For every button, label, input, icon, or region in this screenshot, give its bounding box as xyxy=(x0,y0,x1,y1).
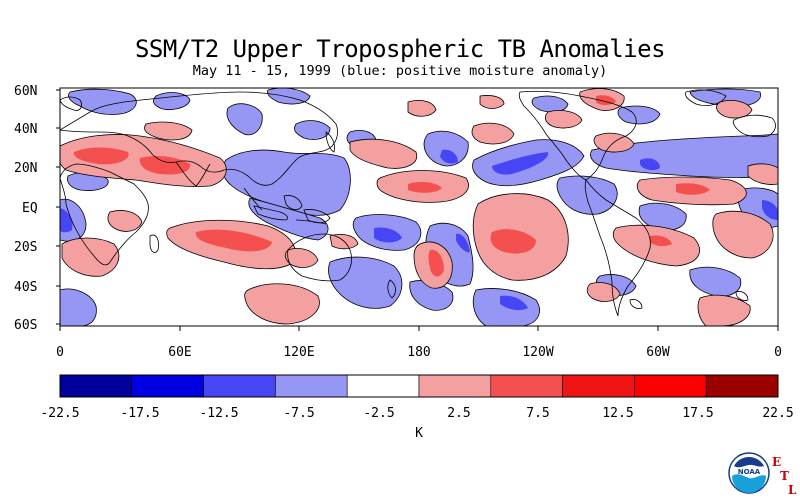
lat-label-20s: 20S xyxy=(14,240,37,255)
lon-label-60e: 60E xyxy=(168,345,191,360)
lat-label-eq: EQ xyxy=(22,201,38,216)
colorbar-boxes xyxy=(59,374,779,398)
colorbar-tick-label: 17.5 xyxy=(682,406,713,421)
lon-label-0-east: 0 xyxy=(774,345,782,360)
lon-label-60w: 60W xyxy=(646,345,670,360)
colorbar-swatch xyxy=(203,374,276,398)
etl-letter-e: E xyxy=(772,455,782,469)
anomaly-map: 60N 40N 20N EQ 20S 40S 60S 0 60E 120E 18… xyxy=(14,84,782,360)
colorbar: -22.5 -17.5 -12.5 -7.5 -2.5 2.5 7.5 12.5… xyxy=(40,374,794,441)
colorbar-tick-label: 12.5 xyxy=(602,406,633,421)
colorbar-tick-label: -22.5 xyxy=(40,406,79,421)
etl-letter-t: T xyxy=(780,469,789,483)
etl-letter-l: L xyxy=(788,483,797,497)
colorbar-swatch xyxy=(131,374,204,398)
map-subtitle: May 11 - 15, 1999 (blue: positive moistu… xyxy=(192,63,608,79)
colorbar-tick-label: 2.5 xyxy=(447,406,470,421)
colorbar-tick-label: -17.5 xyxy=(120,406,159,421)
lat-label-40n: 40N xyxy=(14,122,37,137)
colorbar-unit-label: K xyxy=(415,426,423,441)
lat-label-60n: 60N xyxy=(14,84,37,99)
colorbar-swatch xyxy=(418,374,492,398)
lat-label-60s: 60S xyxy=(14,318,37,333)
map-title: SSM/T2 Upper Tropospheric TB Anomalies xyxy=(134,35,666,63)
colorbar-tick-label: -2.5 xyxy=(363,406,394,421)
coastlines xyxy=(60,89,776,317)
lat-label-20n: 20N xyxy=(14,161,37,176)
lon-label-120w: 120W xyxy=(522,345,553,360)
colorbar-swatch xyxy=(346,374,420,398)
latitude-axis: 60N 40N 20N EQ 20S 40S 60S xyxy=(14,84,60,333)
colorbar-swatch xyxy=(490,374,563,398)
colorbar-tick-label: 7.5 xyxy=(526,406,549,421)
colorbar-frame xyxy=(59,374,779,398)
longitude-axis: 0 60E 120E 180 120W 60W 0 xyxy=(56,326,782,360)
colorbar-swatch xyxy=(562,374,635,398)
lon-label-180: 180 xyxy=(407,345,430,360)
colorbar-tick-label: 22.5 xyxy=(762,406,793,421)
colorbar-tick-label: -7.5 xyxy=(283,406,314,421)
colorbar-swatch xyxy=(705,374,779,398)
lat-label-40s: 40S xyxy=(14,280,37,295)
lon-label-0: 0 xyxy=(56,345,64,360)
colorbar-tick-label: -12.5 xyxy=(199,406,238,421)
colorbar-swatch xyxy=(275,374,348,398)
noaa-logo-text: NOAA xyxy=(738,468,761,476)
noaa-logo: NOAA xyxy=(728,452,770,494)
colorbar-swatch xyxy=(634,374,707,398)
lon-label-120e: 120E xyxy=(283,345,314,360)
colorbar-swatch xyxy=(59,374,133,398)
